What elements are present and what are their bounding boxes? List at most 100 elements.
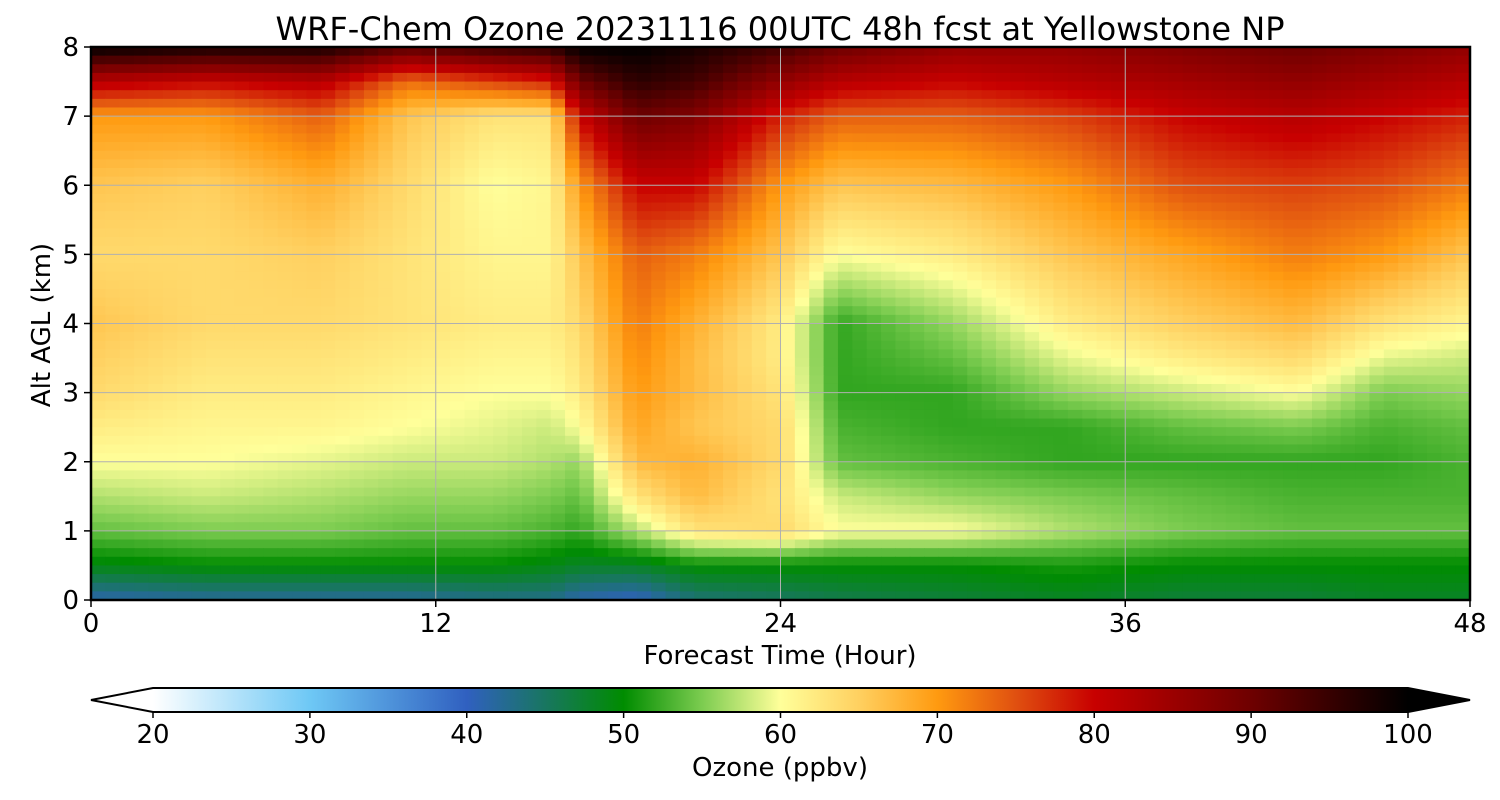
heatmap-cell <box>1326 487 1342 497</box>
heatmap-cell <box>708 167 724 178</box>
heatmap-cell <box>938 375 954 385</box>
heatmap-cell <box>1240 366 1256 376</box>
heatmap-cell <box>536 245 552 255</box>
heatmap-cell <box>1096 116 1112 126</box>
heatmap-cell <box>1024 487 1040 497</box>
heatmap-cell <box>1326 185 1342 195</box>
heatmap-cell <box>1268 64 1284 74</box>
heatmap-cell <box>292 375 308 385</box>
heatmap-cell <box>852 176 868 186</box>
heatmap-cell <box>1197 64 1213 74</box>
heatmap-cell <box>220 245 236 255</box>
heatmap-cell <box>177 185 193 195</box>
heatmap-cell <box>751 314 767 325</box>
heatmap-cell <box>249 142 264 152</box>
heatmap-cell <box>995 116 1011 126</box>
heatmap-cell <box>809 306 825 316</box>
heatmap-cell <box>1297 340 1313 351</box>
heatmap-cell <box>952 237 968 247</box>
heatmap-cell <box>335 366 351 376</box>
heatmap-cell <box>1182 237 1198 247</box>
heatmap-cell <box>378 228 394 238</box>
heatmap-cell <box>191 202 207 212</box>
heatmap-cell <box>837 314 853 325</box>
heatmap-cell <box>737 297 753 307</box>
heatmap-cell <box>421 383 437 394</box>
heatmap-cell <box>881 358 897 368</box>
heatmap-cell <box>1297 323 1313 333</box>
heatmap-cell <box>91 142 106 152</box>
heatmap-cell <box>665 98 681 109</box>
heatmap-cell <box>651 349 667 359</box>
heatmap-cell <box>234 202 250 212</box>
heatmap-cell <box>1311 314 1327 325</box>
heatmap-cell <box>995 392 1011 402</box>
heatmap-cell <box>995 314 1011 325</box>
heatmap-cell <box>1441 228 1457 238</box>
heatmap-cell <box>679 418 695 428</box>
heatmap-cell <box>1153 124 1169 135</box>
heatmap-cell <box>320 202 336 212</box>
heatmap-cell <box>1110 107 1126 117</box>
heatmap-cell <box>1125 271 1141 281</box>
heatmap-cell <box>1283 150 1299 160</box>
heatmap-cell <box>363 150 379 160</box>
heatmap-cell <box>837 306 853 316</box>
heatmap-cell <box>866 90 882 100</box>
heatmap-cell <box>105 453 121 463</box>
heatmap-cell <box>349 142 365 152</box>
heatmap-cell <box>1053 323 1069 333</box>
heatmap-cell <box>277 116 293 126</box>
heatmap-cell <box>450 142 466 152</box>
heatmap-cell <box>450 332 466 342</box>
heatmap-cell <box>1311 470 1327 480</box>
heatmap-cell <box>134 47 150 57</box>
heatmap-cell <box>407 107 422 117</box>
heatmap-cell <box>1369 444 1385 454</box>
heatmap-cell <box>794 90 810 100</box>
heatmap-cell <box>1039 219 1055 230</box>
heatmap-cell <box>823 167 839 178</box>
heatmap-cell <box>277 254 293 264</box>
heatmap-cell <box>780 392 796 402</box>
heatmap-cell <box>909 254 925 264</box>
heatmap-cell <box>608 332 624 342</box>
heatmap-cell <box>1369 202 1385 212</box>
heatmap-cell <box>608 323 624 333</box>
heatmap-cell <box>493 64 509 74</box>
heatmap-cell <box>1067 409 1083 420</box>
heatmap-cell <box>794 470 810 480</box>
heatmap-cell <box>938 167 954 178</box>
heatmap-cell <box>1211 219 1227 230</box>
heatmap-cell <box>1024 263 1040 273</box>
heatmap-cell <box>1168 245 1184 255</box>
heatmap-cell <box>1254 271 1270 281</box>
heatmap-cell <box>723 237 738 247</box>
heatmap-cell <box>1010 116 1026 126</box>
heatmap-cell <box>1211 167 1227 178</box>
heatmap-cell <box>780 340 796 351</box>
heatmap-cell <box>608 124 624 135</box>
heatmap-cell <box>981 98 997 109</box>
heatmap-cell <box>1039 479 1055 489</box>
heatmap-cell <box>1369 418 1385 428</box>
heatmap-cell <box>809 314 825 325</box>
heatmap-cell <box>536 306 552 316</box>
heatmap-cell <box>335 133 351 143</box>
heatmap-cell <box>794 193 810 204</box>
heatmap-cell <box>881 219 897 230</box>
heatmap-cell <box>1455 133 1470 143</box>
heatmap-cell <box>766 193 782 204</box>
heatmap-cell <box>1383 107 1399 117</box>
heatmap-cell <box>766 280 782 290</box>
heatmap-cell <box>378 47 394 57</box>
heatmap-cell <box>1039 159 1055 169</box>
heatmap-cell <box>794 81 810 91</box>
heatmap-cell <box>1225 72 1241 83</box>
heatmap-cell <box>1039 72 1055 83</box>
heatmap-cell <box>1426 228 1442 238</box>
heatmap-cell <box>593 167 609 178</box>
heatmap-cell <box>952 263 968 273</box>
heatmap-cell <box>249 124 264 135</box>
heatmap-cell <box>608 306 624 316</box>
